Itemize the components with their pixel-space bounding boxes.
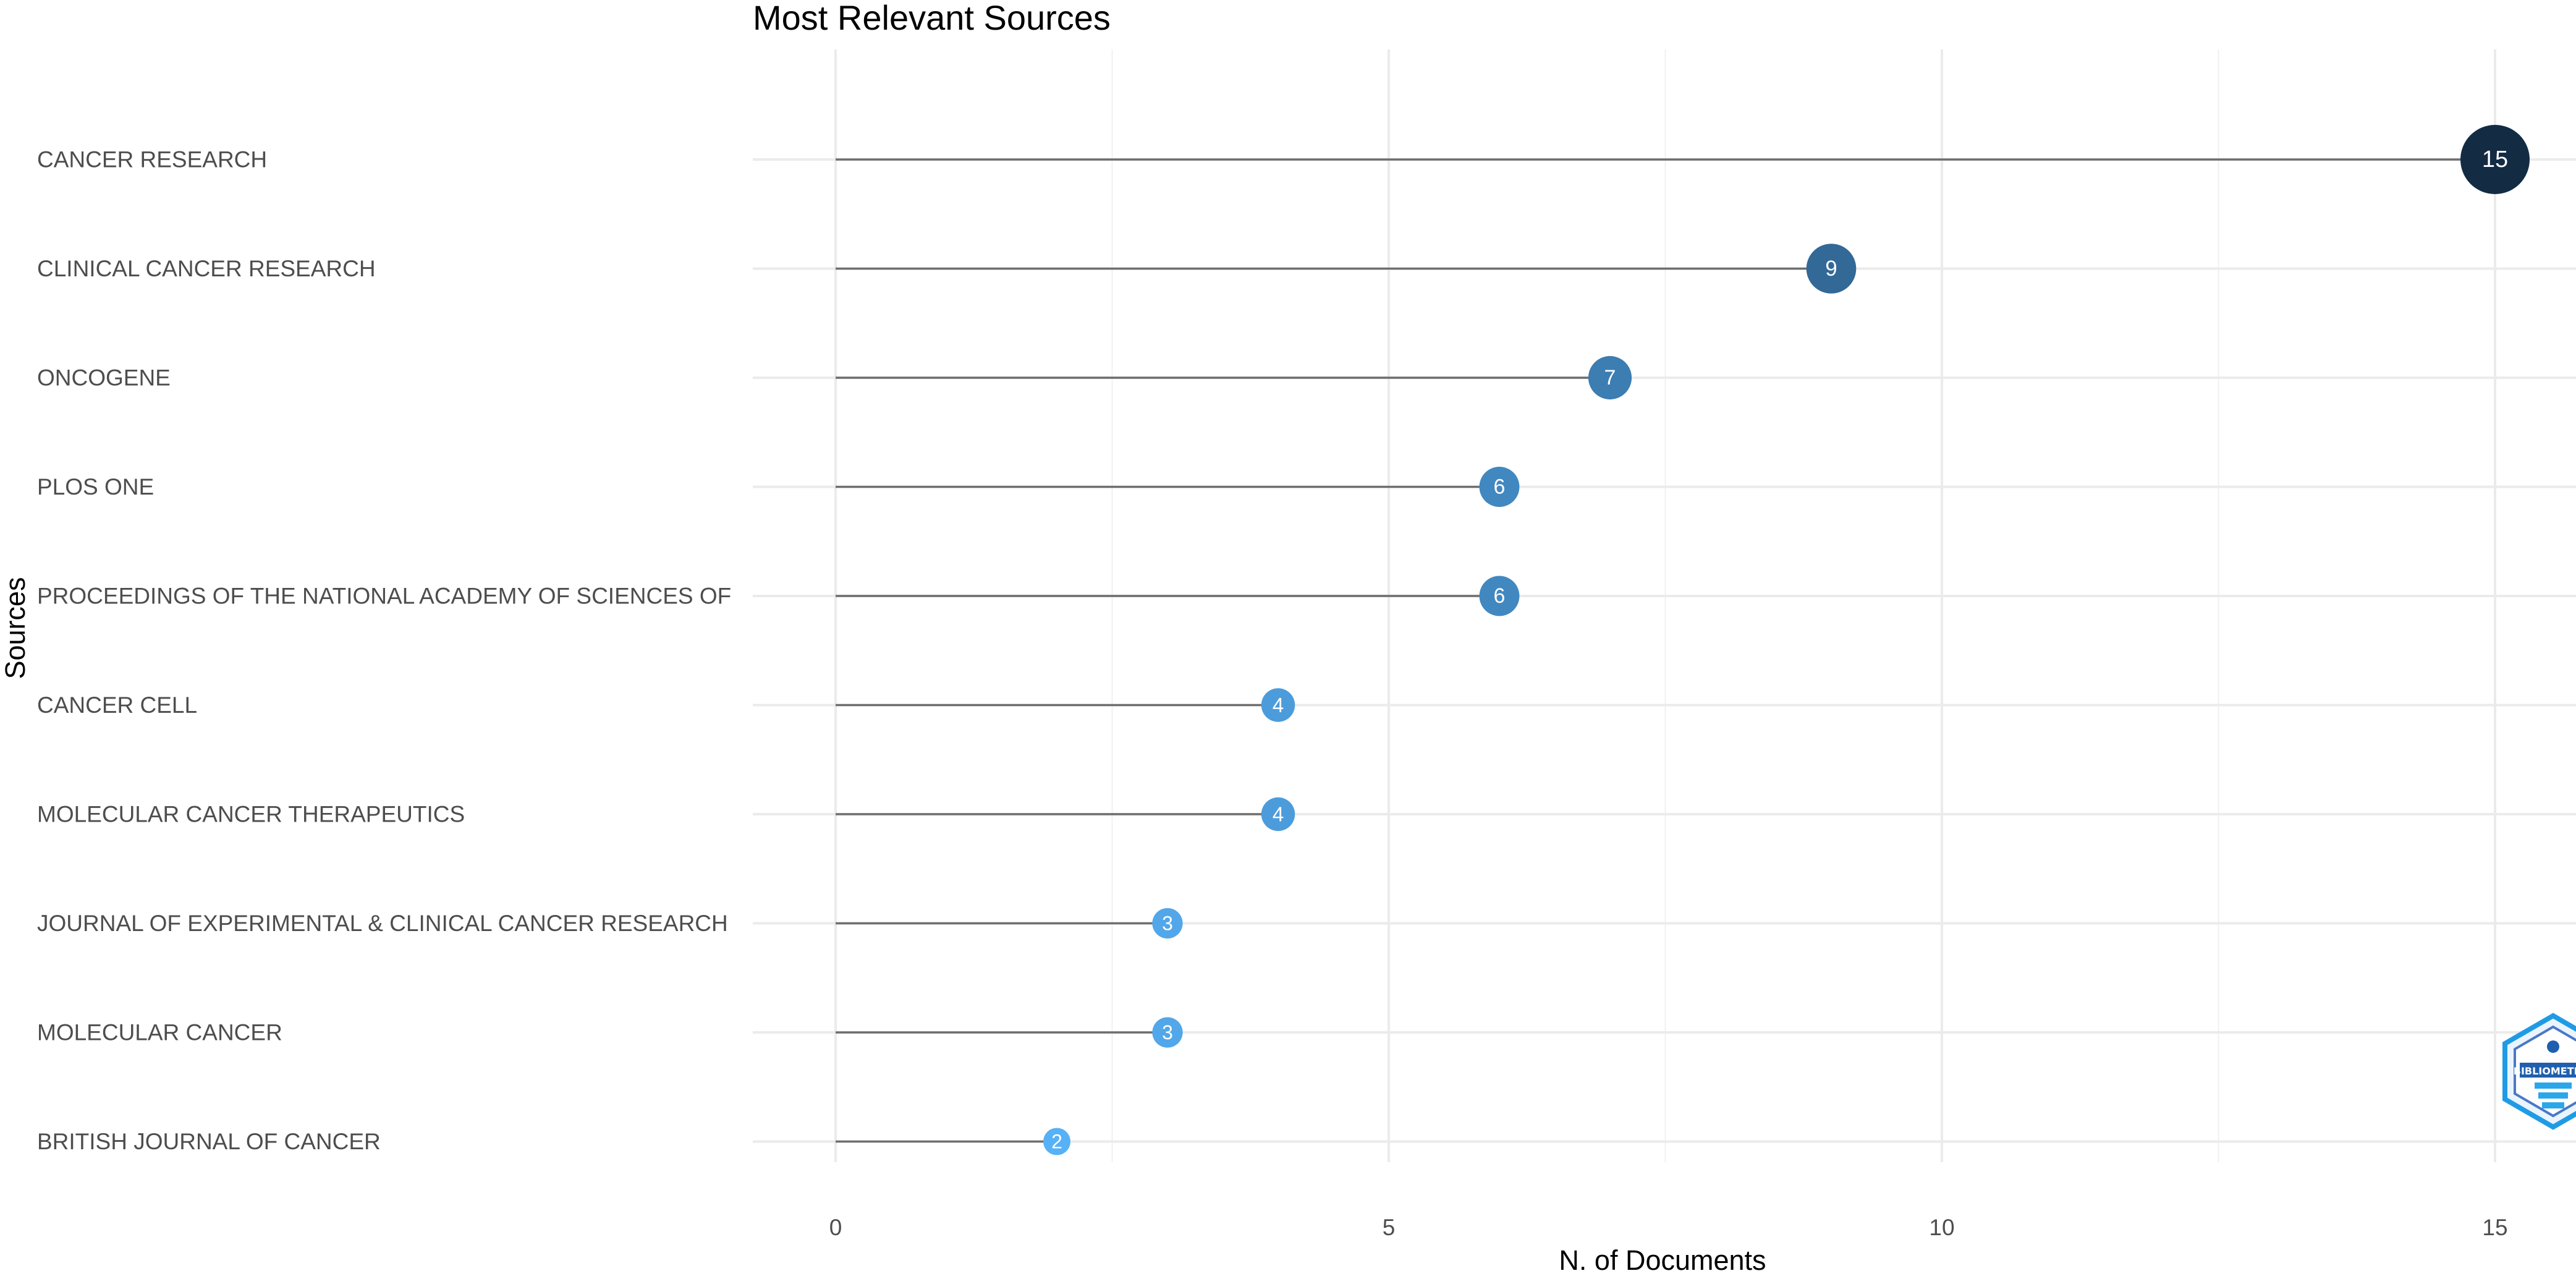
lollipop-dot xyxy=(1261,797,1295,832)
data-label: 4 xyxy=(1273,694,1284,717)
x-tick-label: 15 xyxy=(2482,1215,2507,1240)
lollipop-dot xyxy=(1261,688,1295,722)
data-point: 3 xyxy=(1152,1017,1183,1048)
lollipop-dot xyxy=(1043,1128,1070,1155)
data-point: 6 xyxy=(1479,467,1520,507)
x-axis-title: N. of Documents xyxy=(1559,1244,1766,1276)
data-label: 6 xyxy=(1494,475,1506,499)
lollipop-stems xyxy=(836,158,2495,1143)
data-point: 4 xyxy=(1261,797,1295,832)
data-point: 3 xyxy=(1152,908,1183,939)
x-tick-label: 10 xyxy=(1929,1215,1954,1240)
lollipop-dot xyxy=(1806,244,1857,294)
logo-text: BIBLIOMETRIX xyxy=(2514,1065,2576,1077)
data-point: 4 xyxy=(1261,688,1295,722)
data-label: 4 xyxy=(1273,803,1284,826)
lollipop-dot xyxy=(1152,908,1183,939)
data-label: 15 xyxy=(2482,147,2508,172)
y-tick-label: BRITISH JOURNAL OF CANCER xyxy=(37,1129,381,1154)
y-tick-label: MOLECULAR CANCER THERAPEUTICS xyxy=(37,802,465,827)
data-label: 7 xyxy=(1604,366,1616,389)
y-tick-label: MOLECULAR CANCER xyxy=(37,1020,282,1045)
y-tick-label: PROCEEDINGS OF THE NATIONAL ACADEMY OF S… xyxy=(37,584,731,609)
lollipop-dot xyxy=(1588,355,1632,400)
data-label: 3 xyxy=(1162,912,1173,935)
x-tick-label: 5 xyxy=(1383,1215,1396,1240)
data-label: 2 xyxy=(1051,1131,1062,1153)
x-tick-label: 0 xyxy=(829,1215,842,1240)
y-tick-label: CANCER RESEARCH xyxy=(37,147,267,172)
bibliometrix-logo: BIBLIOMETRIX xyxy=(2502,1013,2576,1130)
data-label: 6 xyxy=(1494,584,1506,608)
y-tick-label: ONCOGENE xyxy=(37,365,171,391)
data-point: 7 xyxy=(1588,355,1632,400)
data-label: 9 xyxy=(1825,257,1837,281)
y-tick-label: CLINICAL CANCER RESEARCH xyxy=(37,256,376,281)
data-point: 2 xyxy=(1043,1128,1070,1155)
data-point: 15 xyxy=(2460,125,2530,194)
data-point: 9 xyxy=(1806,244,1857,294)
lollipop-dot xyxy=(1479,576,1520,616)
chart-title: Most Relevant Sources xyxy=(753,0,1111,37)
lollipop-dot xyxy=(1152,1017,1183,1048)
y-tick-label: PLOS ONE xyxy=(37,474,154,500)
lollipop-dots: 15 9 7 6 6 4 4 3 3 2 xyxy=(1043,125,2530,1155)
y-axis-title: Sources xyxy=(0,577,31,679)
y-tick-label: CANCER CELL xyxy=(37,692,197,718)
lollipop-dot xyxy=(1479,467,1520,507)
x-tick-labels: 0 5 10 15 xyxy=(829,1215,2508,1240)
data-label: 3 xyxy=(1162,1021,1173,1044)
grid xyxy=(753,49,2576,1162)
lollipop-dot xyxy=(2460,125,2530,194)
y-tick-labels: CANCER RESEARCH CLINICAL CANCER RESEARCH O… xyxy=(37,147,731,1155)
data-point: 6 xyxy=(1479,576,1520,616)
y-tick-label: JOURNAL OF EXPERIMENTAL & CLINICAL CANCE… xyxy=(37,911,728,936)
